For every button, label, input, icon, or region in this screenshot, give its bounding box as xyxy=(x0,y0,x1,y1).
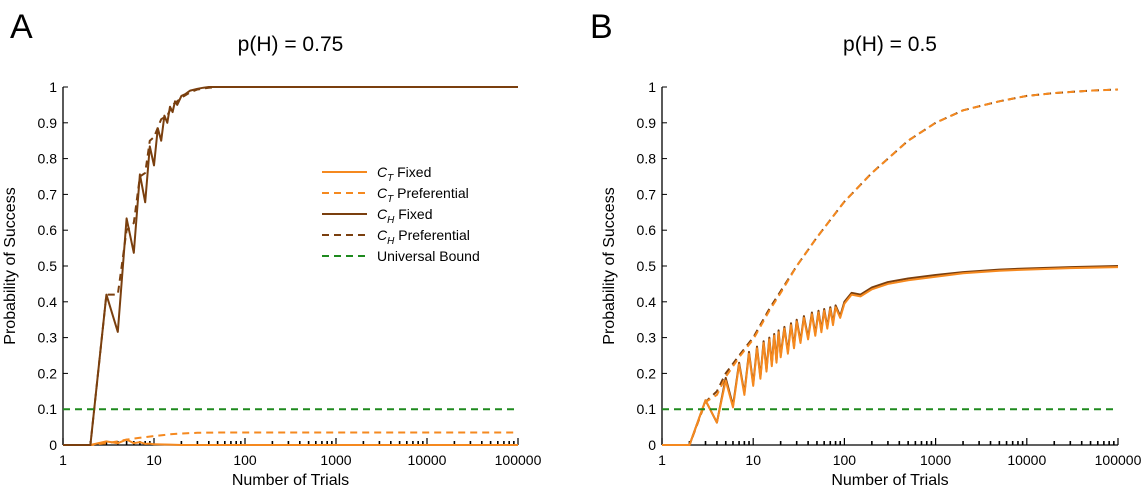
legend-label: Universal Bound xyxy=(377,248,480,264)
legend-item-ct_fixed: CT Fixed xyxy=(322,164,431,184)
x-tick-label: 100 xyxy=(833,452,857,468)
series-line-fixed_dark xyxy=(662,265,1119,446)
x-tick-label: 1 xyxy=(59,452,67,468)
legend-item-ct_pref: CT Preferential xyxy=(322,185,469,205)
series-line-ch_fixed xyxy=(63,86,518,446)
x-tick-label: 10 xyxy=(146,452,162,468)
x-tick-label: 10 xyxy=(745,452,761,468)
y-axis-label: Probability of Success xyxy=(601,187,618,344)
y-tick-label: 0.8 xyxy=(637,151,657,167)
y-tick-label: 0.9 xyxy=(637,115,657,131)
y-tick-label: 1 xyxy=(648,79,656,95)
y-tick-label: 0.1 xyxy=(637,401,657,417)
panel-label-a: A xyxy=(10,8,33,46)
x-tick-label: 1000 xyxy=(920,452,951,468)
x-tick-label: 100 xyxy=(233,452,257,468)
y-tick-label: 1 xyxy=(49,79,57,95)
y-tick-label: 0.6 xyxy=(637,222,657,238)
y-tick-label: 0 xyxy=(648,437,656,453)
series-line-ct_fixed xyxy=(63,438,518,446)
y-tick-label: 0.7 xyxy=(38,186,58,202)
chart-title: p(H) = 0.5 xyxy=(843,33,937,56)
y-tick-label: 0.2 xyxy=(637,365,657,381)
legend-label: CH Preferential xyxy=(377,227,470,247)
y-tick-label: 0.7 xyxy=(637,186,657,202)
y-tick-label: 0.4 xyxy=(38,294,58,310)
y-tick-label: 0.2 xyxy=(38,365,58,381)
y-tick-label: 0.3 xyxy=(38,330,58,346)
chart-panel-b: 0 0.1 0.2 0.3 0.4 0.5 0.6 0.7 0.8 0.9 1 1 10 100 1000 1… xyxy=(601,33,1142,489)
series-line-ch_pref xyxy=(63,86,518,446)
series-line-ct_pref xyxy=(63,431,518,446)
y-tick-label: 0.6 xyxy=(38,222,58,238)
legend-item-bound: Universal Bound xyxy=(322,248,480,264)
x-tick-label: 1000 xyxy=(320,452,351,468)
y-tick-label: 0.5 xyxy=(38,258,58,274)
x-tick-label: 100000 xyxy=(495,452,542,468)
y-tick-label: 0.9 xyxy=(38,115,58,131)
legend-label: CT Preferential xyxy=(377,185,469,205)
x-axis-label: Number of Trials xyxy=(831,472,948,489)
chart-title: p(H) = 0.75 xyxy=(238,33,344,56)
series-line-fixed_orange xyxy=(662,266,1119,446)
panel-label-b: B xyxy=(590,8,613,46)
y-tick-label: 0.4 xyxy=(637,294,657,310)
x-tick-label: 1 xyxy=(658,452,666,468)
x-tick-label: 100000 xyxy=(1095,452,1142,468)
chart-panel-a: 0 0.1 0.2 0.3 0.4 0.5 0.6 0.7 0.8 0.9 1 1 10 100 1000 1… xyxy=(2,33,542,489)
legend-item-ch_fixed: CH Fixed xyxy=(322,206,432,226)
y-tick-label: 0.5 xyxy=(637,258,657,274)
x-tick-label: 10000 xyxy=(1007,452,1046,468)
x-axis-label: Number of Trials xyxy=(232,472,349,489)
y-tick-label: 0.1 xyxy=(38,401,58,417)
legend-item-ch_pref: CH Preferential xyxy=(322,227,470,247)
legend-label: CT Fixed xyxy=(377,164,431,184)
x-tick-label: 10000 xyxy=(408,452,447,468)
y-axis-label: Probability of Success xyxy=(2,187,19,344)
y-tick-label: 0.8 xyxy=(38,151,58,167)
legend-label: CH Fixed xyxy=(377,206,432,226)
y-tick-label: 0 xyxy=(49,437,57,453)
y-tick-label: 0.3 xyxy=(637,330,657,346)
